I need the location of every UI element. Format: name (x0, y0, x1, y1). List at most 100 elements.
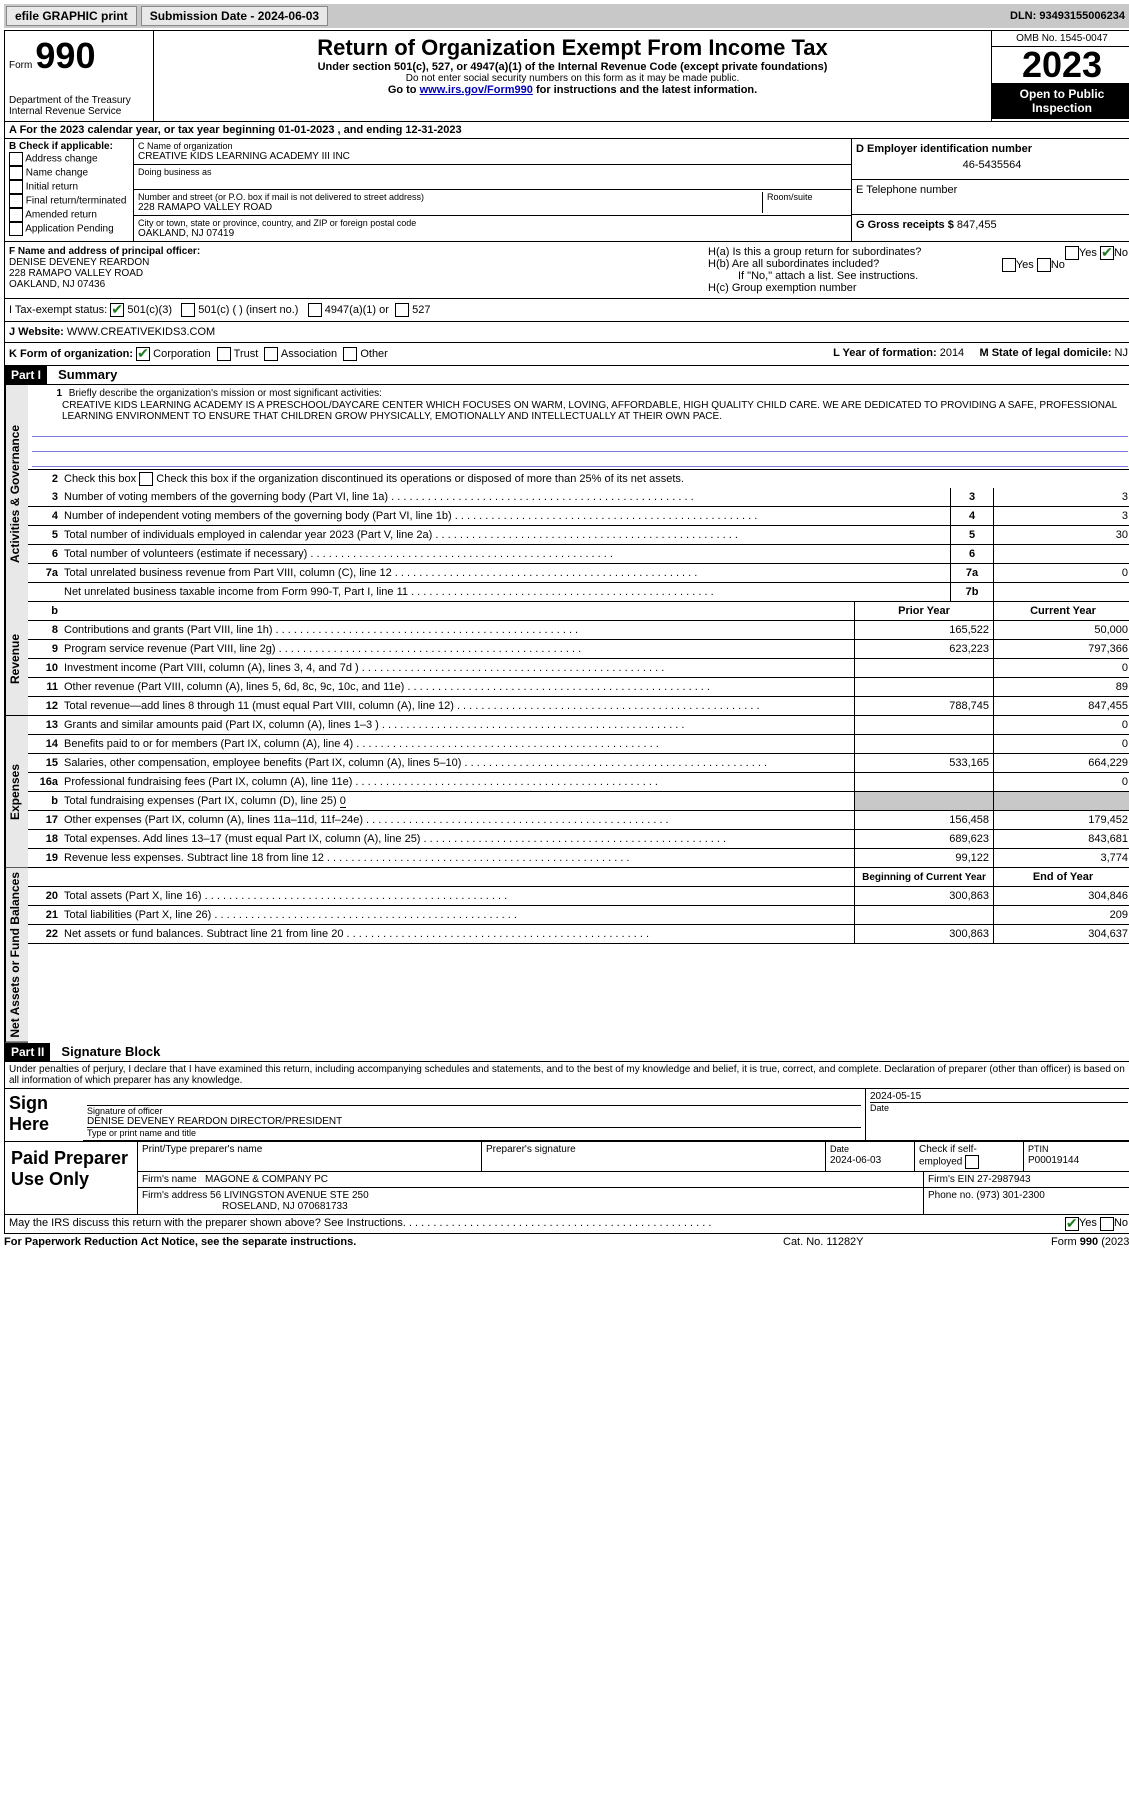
chk-pending[interactable]: Application Pending (9, 222, 129, 236)
p16a (854, 773, 993, 791)
p13 (854, 716, 993, 734)
chk-501c3[interactable] (110, 303, 124, 317)
c11: 89 (993, 678, 1129, 696)
l15: Salaries, other compensation, employee b… (62, 757, 769, 769)
header-right-box: OMB No. 1545-0047 2023 Open to Public In… (991, 31, 1129, 121)
chk-self-emp-cell: Check if self-employed (915, 1142, 1024, 1171)
section-k: K Form of organization: Corporation Trus… (9, 347, 388, 361)
fein-lbl: Firm's EIN (928, 1174, 977, 1185)
l10: Investment income (Part VIII, column (A)… (62, 662, 666, 674)
chk-discontinued[interactable] (139, 472, 153, 486)
submission-btn[interactable]: Submission Date - 2024-06-03 (141, 6, 328, 26)
paid-prep-lbl: Paid Preparer Use Only (5, 1142, 138, 1214)
section-c: C Name of organization CREATIVE KIDS LEA… (134, 139, 851, 241)
section-i: I Tax-exempt status: 501(c)(3) 501(c) ( … (5, 299, 1129, 321)
chk-amended[interactable]: Amended return (9, 208, 129, 222)
l5: Total number of individuals employed in … (62, 529, 740, 541)
i-o1: 501(c)(3) (127, 304, 172, 316)
chk-address[interactable]: Address change (9, 152, 129, 166)
chk-527[interactable] (395, 303, 409, 317)
f-lbl: F Name and address of principal officer: (9, 246, 700, 257)
l20: Total assets (Part X, line 16) (62, 890, 509, 902)
form990-link[interactable]: www.irs.gov/Form990 (420, 84, 533, 96)
v6 (993, 545, 1129, 563)
topbar: efile GRAPHIC print Submission Date - 20… (4, 4, 1129, 28)
c17: 179,452 (993, 811, 1129, 829)
p9: 623,223 (854, 640, 993, 658)
chk-trust[interactable] (217, 347, 231, 361)
officer-sig-lbl: Signature of officer (87, 1106, 861, 1116)
p12: 788,745 (854, 697, 993, 715)
part1-title: Summary (50, 367, 117, 382)
end-hdr: End of Year (993, 868, 1129, 886)
dyes: Yes (1079, 1217, 1097, 1231)
part2-hdr: Part II (5, 1043, 50, 1061)
section-j: J Website: WWW.CREATIVEKIDS3.COM (5, 322, 1129, 342)
l12: Total revenue—add lines 8 through 11 (mu… (62, 700, 762, 712)
ha-no[interactable] (1100, 246, 1114, 260)
form-title: Return of Organization Exempt From Incom… (158, 35, 987, 61)
c10: 0 (993, 659, 1129, 677)
chk-501c[interactable] (181, 303, 195, 317)
k-o2: Trust (234, 348, 259, 360)
l7a: Total unrelated business revenue from Pa… (62, 567, 699, 579)
c-lbl: C Name of organization (138, 141, 847, 151)
k-o3: Association (281, 348, 337, 360)
chk-name[interactable]: Name change (9, 166, 129, 180)
l9: Program service revenue (Part VIII, line… (62, 643, 583, 655)
mission-lbl: Briefly describe the organization's miss… (69, 388, 382, 399)
chk-self-emp[interactable] (965, 1155, 979, 1169)
l11: Other revenue (Part VIII, column (A), li… (62, 681, 712, 693)
j-lbl: J Website: (9, 326, 67, 338)
chk-final[interactable]: Final return/terminated (9, 194, 129, 208)
chk-assoc[interactable] (264, 347, 278, 361)
city-lbl: City or town, state or province, country… (138, 218, 847, 228)
chk-other[interactable] (343, 347, 357, 361)
firm-lbl: Firm's name (142, 1174, 199, 1185)
part1-hdr: Part I (5, 366, 47, 384)
firm-name: MAGONE & COMPANY PC (205, 1174, 328, 1185)
form-label: Form (9, 60, 32, 71)
discuss-text: May the IRS discuss this return with the… (9, 1217, 711, 1229)
part2-title: Signature Block (53, 1044, 160, 1059)
room-lbl: Room/suite (767, 192, 847, 202)
website: WWW.CREATIVEKIDS3.COM (67, 326, 215, 338)
footer-left: For Paperwork Reduction Act Notice, see … (4, 1236, 783, 1248)
discuss-yes[interactable] (1065, 1217, 1079, 1231)
i-lbl: I Tax-exempt status: (9, 304, 107, 316)
year-formation: 2014 (940, 347, 964, 359)
l16b-val: 0 (340, 795, 346, 808)
c18: 843,681 (993, 830, 1129, 848)
side-expenses: Expenses (5, 716, 28, 868)
sub-lbl: Submission Date - (150, 9, 258, 23)
l22: Net assets or fund balances. Subtract li… (62, 928, 651, 940)
d-lbl: D Employer identification number (856, 143, 1128, 155)
chk-initial[interactable]: Initial return (9, 180, 129, 194)
sig-date: 2024-05-15 (870, 1091, 1128, 1103)
c8: 50,000 (993, 621, 1129, 639)
header-title-box: Return of Organization Exempt From Incom… (154, 31, 991, 121)
c16a: 0 (993, 773, 1129, 791)
hb-yes[interactable] (1002, 258, 1016, 272)
l7b: Net unrelated business taxable income fr… (62, 586, 716, 598)
ha-yes[interactable] (1065, 246, 1079, 260)
hb-note: If "No," attach a list. See instructions… (708, 270, 1128, 282)
prior-hdr: Prior Year (854, 602, 993, 620)
l8: Contributions and grants (Part VIII, lin… (62, 624, 580, 636)
efile-btn[interactable]: efile GRAPHIC print (6, 6, 137, 26)
discuss-no[interactable] (1100, 1217, 1114, 1231)
firm-phone: (973) 301-2300 (976, 1190, 1044, 1201)
chk-4947[interactable] (308, 303, 322, 317)
chk-corp[interactable] (136, 347, 150, 361)
k-o4: Other (360, 348, 388, 360)
p21 (854, 906, 993, 924)
c21: 209 (993, 906, 1129, 924)
hb-no[interactable] (1037, 258, 1051, 272)
v5: 30 (993, 526, 1129, 544)
a-mid: , and ending (334, 124, 405, 136)
goto: Go to (388, 84, 420, 96)
l3: Number of voting members of the governin… (62, 491, 696, 503)
begin-hdr: Beginning of Current Year (854, 868, 993, 886)
p10 (854, 659, 993, 677)
l21: Total liabilities (Part X, line 26) (62, 909, 519, 921)
